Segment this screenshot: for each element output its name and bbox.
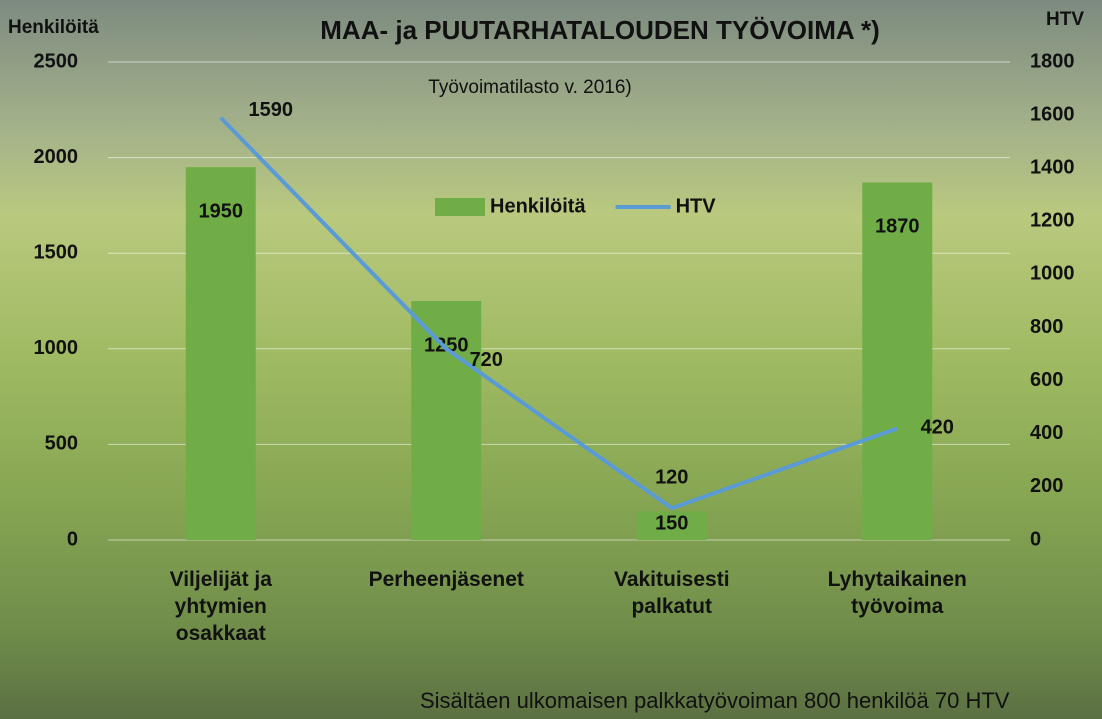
y2-tick-label: 0 xyxy=(1030,528,1041,550)
x-tick-label: Viljelijät ja yhtymien osakkaat xyxy=(146,566,296,647)
chart-page: MAA- ja PUUTARHATALOUDEN TYÖVOIMA *) Työ… xyxy=(0,0,1102,719)
y2-tick-label: 200 xyxy=(1030,475,1063,497)
y-tick-label: 0 xyxy=(67,528,78,550)
y-axis-label: Henkilöitä xyxy=(8,17,99,38)
y-tick-label: 2500 xyxy=(34,50,79,72)
bar-value-label: 150 xyxy=(655,512,688,534)
x-tick-label: Lyhytaikainen työvoima xyxy=(797,566,997,620)
y-tick-label: 2000 xyxy=(34,146,79,168)
bar-value-label: 1950 xyxy=(199,200,244,222)
legend-swatch xyxy=(435,198,485,216)
y2-tick-label: 800 xyxy=(1030,316,1063,338)
line-value-label: 420 xyxy=(921,417,954,439)
line xyxy=(221,118,898,508)
line-value-label: 1590 xyxy=(249,99,294,121)
footnote: Sisältäen ulkomaisen palkkatyövoiman 800… xyxy=(420,688,1010,713)
x-tick-label: Vakituisesti palkatut xyxy=(572,566,772,620)
chart-title: MAA- ja PUUTARHATALOUDEN TYÖVOIMA *) xyxy=(320,15,879,45)
legend-label: Henkilöitä xyxy=(490,195,586,217)
bar-value-label: 1250 xyxy=(424,334,469,356)
line-value-label: 120 xyxy=(655,466,688,488)
y2-tick-label: 1200 xyxy=(1030,210,1075,232)
legend-label: HTV xyxy=(676,195,717,217)
y2-tick-label: 1400 xyxy=(1030,157,1075,179)
y2-tick-label: 1800 xyxy=(1030,50,1075,72)
y2-tick-label: 400 xyxy=(1030,422,1063,444)
bar-value-label: 1870 xyxy=(875,216,920,238)
y2-axis-label: HTV xyxy=(1046,9,1084,30)
y2-tick-label: 1600 xyxy=(1030,103,1075,125)
y-tick-label: 1500 xyxy=(34,241,79,263)
x-tick-label: Perheenjäsenet xyxy=(346,566,546,593)
chart-subtitle: Työvoimatilasto v. 2016) xyxy=(428,77,631,98)
y2-tick-label: 600 xyxy=(1030,369,1063,391)
bar xyxy=(186,167,256,540)
y2-tick-label: 1000 xyxy=(1030,263,1075,285)
y-tick-label: 500 xyxy=(45,433,78,455)
line-value-label: 720 xyxy=(470,349,503,371)
y-tick-label: 1000 xyxy=(34,337,79,359)
